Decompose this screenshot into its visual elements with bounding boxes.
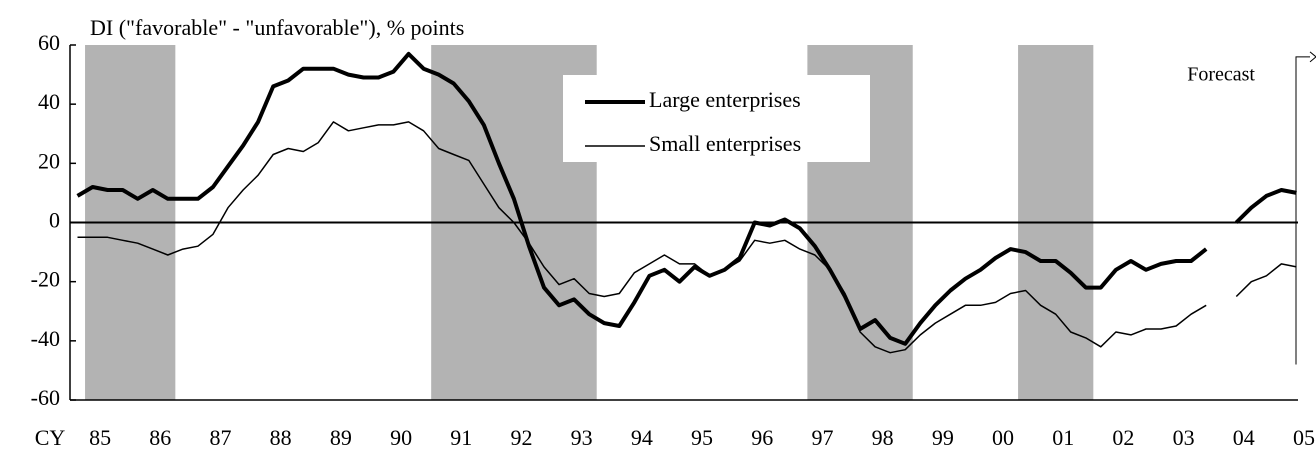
x-tick-label: 97 [811, 425, 833, 450]
x-tick-label: 99 [932, 425, 954, 450]
forecast-bracket [1295, 56, 1310, 365]
legend-box [563, 75, 870, 162]
legend-label: Large enterprises [649, 87, 801, 112]
forecast-arrow [1309, 51, 1316, 63]
y-tick-label: 40 [38, 89, 60, 114]
x-tick-label: 96 [751, 425, 773, 450]
x-tick-label: 88 [270, 425, 292, 450]
x-tick-label: 95 [691, 425, 713, 450]
x-tick-label: 85 [89, 425, 111, 450]
x-tick-label: 04 [1233, 425, 1255, 450]
x-tick-label: 92 [510, 425, 532, 450]
y-tick-label: -40 [31, 326, 60, 351]
x-tick-label: 93 [571, 425, 593, 450]
series-line [77, 121, 1297, 354]
legend-label: Small enterprises [649, 131, 801, 156]
x-axis-label: CY [35, 425, 66, 450]
y-tick-label: 60 [38, 30, 60, 55]
x-tick-label: 86 [149, 425, 171, 450]
x-tick-label: 05 [1293, 425, 1315, 450]
x-tick-label: 90 [390, 425, 412, 450]
x-tick-label: 91 [450, 425, 472, 450]
x-tick-label: 94 [631, 425, 653, 450]
x-tick-label: 87 [209, 425, 231, 450]
y-tick-label: 20 [38, 148, 60, 173]
x-tick-label: 01 [1052, 425, 1074, 450]
chart-title: DI ("favorable" - "unfavorable"), % poin… [90, 15, 464, 40]
x-tick-label: 00 [992, 425, 1014, 450]
y-tick-label: -20 [31, 267, 60, 292]
x-tick-label: 03 [1173, 425, 1195, 450]
x-tick-label: 89 [330, 425, 352, 450]
x-tick-label: 98 [872, 425, 894, 450]
y-tick-label: -60 [31, 385, 60, 410]
x-tick-label: 02 [1112, 425, 1134, 450]
y-tick-label: 0 [49, 208, 60, 233]
series-line [76, 51, 1297, 346]
forecast-label: Forecast [1187, 64, 1255, 86]
